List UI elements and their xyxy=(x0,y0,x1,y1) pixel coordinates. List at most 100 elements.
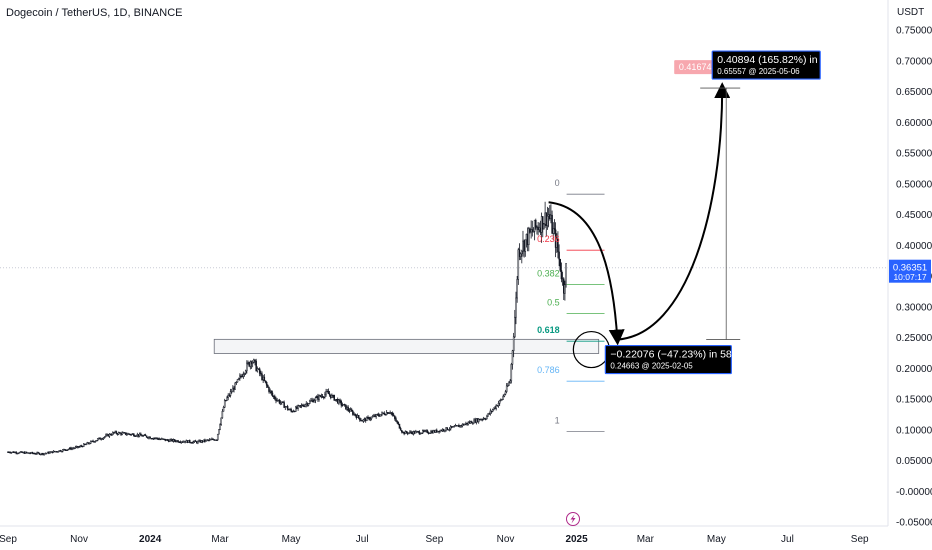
candle xyxy=(531,220,534,237)
candle-body xyxy=(544,212,546,225)
candle-body xyxy=(411,432,414,435)
candle xyxy=(48,451,50,455)
candle xyxy=(117,431,120,436)
candle-body xyxy=(135,435,137,437)
candle xyxy=(297,404,299,411)
candle xyxy=(44,452,47,455)
candle-body xyxy=(49,451,51,454)
candle-body xyxy=(424,430,426,432)
candle xyxy=(202,439,205,443)
candle-body xyxy=(466,422,468,425)
candle xyxy=(480,418,482,421)
candle-body xyxy=(347,407,349,411)
candle xyxy=(498,399,501,406)
candle xyxy=(128,433,130,436)
candle-body xyxy=(157,438,160,440)
candle-body xyxy=(52,450,55,454)
candle xyxy=(445,427,447,432)
candle-body xyxy=(286,406,289,410)
candle-body xyxy=(113,432,115,434)
candle xyxy=(8,451,10,454)
candle xyxy=(346,405,348,411)
candle-body xyxy=(295,406,297,412)
candle-body xyxy=(267,385,269,388)
candle-body xyxy=(293,410,296,413)
x-tick-label: Sep xyxy=(851,534,869,545)
candle xyxy=(406,431,409,436)
candle-body xyxy=(538,227,541,230)
candle-body xyxy=(276,399,278,402)
candle xyxy=(561,271,564,286)
candle-body xyxy=(511,350,514,365)
candle-body xyxy=(202,439,205,443)
candle-body xyxy=(561,278,564,280)
candle-body xyxy=(60,451,63,453)
candle xyxy=(255,358,257,372)
candle xyxy=(398,423,401,429)
candle-body xyxy=(399,428,402,431)
candle xyxy=(518,243,521,261)
candle xyxy=(240,374,242,379)
candle xyxy=(394,415,396,421)
candle xyxy=(110,433,113,436)
candle xyxy=(141,434,143,437)
candle xyxy=(345,404,347,410)
candle-body xyxy=(185,440,188,443)
candle-body xyxy=(150,438,153,440)
candle xyxy=(453,425,455,428)
candle-body xyxy=(390,412,393,414)
candle xyxy=(170,438,172,442)
candle xyxy=(64,449,66,451)
candle-body xyxy=(209,439,212,441)
candle xyxy=(84,443,86,446)
candle-body xyxy=(271,392,274,397)
candle-body xyxy=(186,440,189,443)
candle xyxy=(106,433,108,436)
candle xyxy=(223,398,226,409)
candle xyxy=(228,393,231,398)
candle xyxy=(138,432,141,438)
y-tick-label: -0.00000 xyxy=(896,487,932,498)
candle xyxy=(200,440,203,443)
candle-body xyxy=(13,451,15,453)
candle xyxy=(49,451,51,454)
candle-body xyxy=(14,451,16,454)
y-tick-label: 0.05000 xyxy=(896,456,932,467)
candle xyxy=(475,418,478,425)
candle xyxy=(242,371,245,379)
candle xyxy=(322,396,325,400)
candle-body xyxy=(385,412,388,415)
candle-body xyxy=(427,432,430,434)
candle xyxy=(121,431,123,436)
candle-body xyxy=(62,449,64,452)
candle-body xyxy=(557,238,559,253)
candle xyxy=(401,429,403,434)
candle xyxy=(461,423,464,428)
candle xyxy=(474,417,476,424)
candle xyxy=(213,439,215,441)
candle-body xyxy=(328,393,331,396)
candle-body xyxy=(334,399,337,401)
candle-body xyxy=(184,441,186,443)
candle-body xyxy=(480,419,482,421)
candle xyxy=(396,420,398,424)
candle xyxy=(32,452,35,455)
candle xyxy=(511,349,514,370)
candle-body xyxy=(300,404,303,407)
candle-body xyxy=(233,387,235,390)
candle xyxy=(374,413,376,418)
candle xyxy=(469,420,472,424)
candle-body xyxy=(192,441,195,444)
candle-body xyxy=(392,414,395,417)
candle-body xyxy=(439,429,442,433)
candle xyxy=(423,429,425,433)
candle xyxy=(155,437,157,440)
candle xyxy=(481,418,483,422)
candle-body xyxy=(331,395,333,398)
candle-body xyxy=(552,228,555,234)
candle xyxy=(35,452,37,455)
candle-body xyxy=(495,405,497,409)
